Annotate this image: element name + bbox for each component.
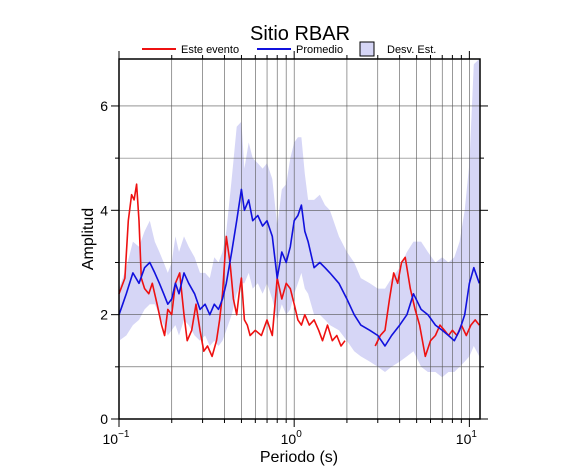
legend-label: Desv. Est. xyxy=(387,44,436,56)
series-layer xyxy=(118,183,481,358)
grid-layer xyxy=(118,59,480,419)
x-axis-label: Periodo (s) xyxy=(260,449,338,466)
legend-item: Promedio xyxy=(257,44,343,56)
x-tick-label: 101 xyxy=(456,429,478,447)
y-axis-label: Amplitud xyxy=(80,208,97,270)
x-tick-label: 10−1 xyxy=(103,429,130,447)
series-line-promedio xyxy=(118,188,481,347)
y-tick-label: 2 xyxy=(100,307,108,323)
tick-labels: 0 2 4 6 10−1 100 101 xyxy=(100,98,477,447)
plot-frame xyxy=(118,58,481,420)
legend-swatch-box xyxy=(359,41,375,57)
legend-item: Este evento xyxy=(142,44,239,56)
legend-label: Este evento xyxy=(181,44,239,56)
chart-title: Sitio RBAR xyxy=(250,23,350,45)
series-line-este-evento xyxy=(118,183,346,358)
ticks-layer xyxy=(111,51,488,427)
plot-area xyxy=(118,58,481,420)
series-line-este-evento xyxy=(374,256,480,358)
y-tick-label: 6 xyxy=(100,98,108,114)
legend-item: Desv. Est. xyxy=(359,41,436,57)
legend-label: Promedio xyxy=(296,44,343,56)
y-tick-label: 4 xyxy=(100,202,108,218)
y-tick-label: 0 xyxy=(100,411,108,427)
legend: Este evento Promedio Desv. Est. xyxy=(142,41,436,57)
x-tick-label: 100 xyxy=(281,429,303,447)
